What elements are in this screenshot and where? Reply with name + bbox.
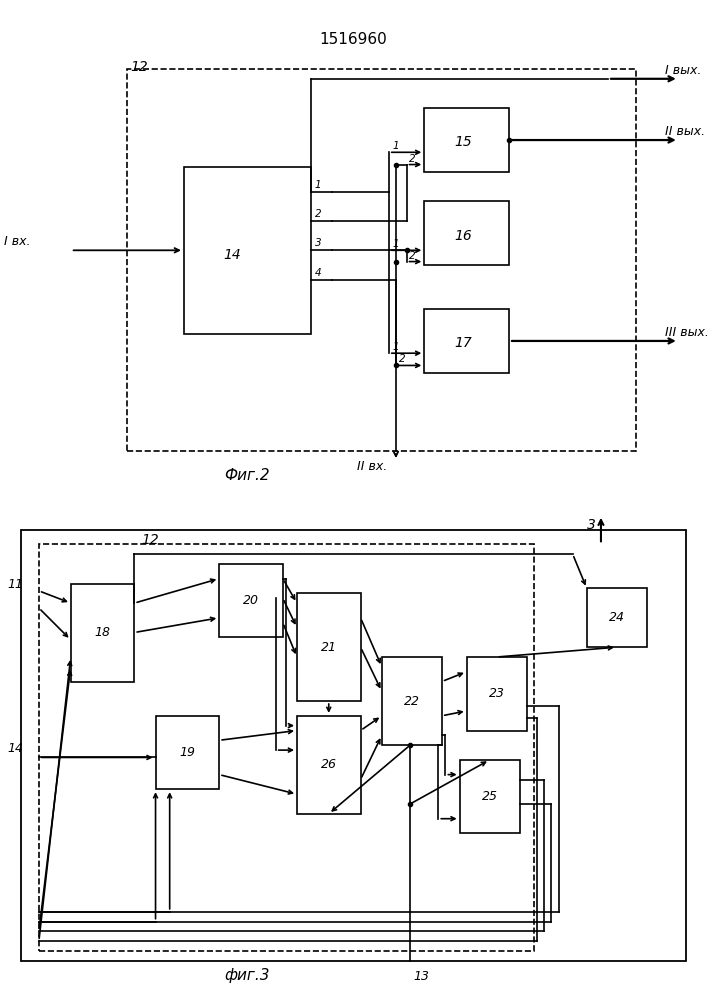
- Text: 21: 21: [321, 641, 337, 654]
- Text: 17: 17: [454, 336, 472, 350]
- Bar: [39, 544, 534, 951]
- Bar: [297, 716, 361, 814]
- Text: 2: 2: [409, 154, 416, 164]
- Text: I вх.: I вх.: [4, 235, 30, 248]
- Text: 12: 12: [141, 533, 159, 547]
- Text: 24: 24: [609, 611, 625, 624]
- Text: 18: 18: [95, 626, 110, 639]
- Bar: [297, 593, 361, 701]
- Text: 16: 16: [454, 229, 472, 243]
- Bar: [127, 69, 636, 451]
- Text: 2: 2: [315, 209, 321, 219]
- Text: 23: 23: [489, 687, 505, 700]
- Bar: [460, 760, 520, 833]
- Text: 14: 14: [223, 248, 241, 262]
- Text: 4: 4: [315, 268, 321, 278]
- Text: 1: 1: [392, 239, 399, 249]
- Text: 1: 1: [392, 141, 399, 151]
- Bar: [21, 530, 686, 961]
- Text: 20: 20: [243, 594, 259, 607]
- Bar: [184, 167, 311, 334]
- Text: 26: 26: [321, 758, 337, 771]
- Bar: [156, 716, 219, 789]
- Text: 1: 1: [315, 180, 321, 190]
- Text: 3: 3: [315, 238, 321, 248]
- Text: 1: 1: [392, 342, 399, 352]
- Text: 25: 25: [481, 790, 498, 803]
- Text: 1516960: 1516960: [320, 32, 387, 47]
- Text: 11: 11: [7, 578, 23, 591]
- Bar: [382, 657, 442, 745]
- Text: фиг.3: фиг.3: [225, 968, 270, 983]
- Bar: [467, 657, 527, 730]
- Text: 19: 19: [180, 746, 195, 759]
- Text: II вых.: II вых.: [665, 125, 705, 138]
- Bar: [71, 584, 134, 682]
- Bar: [424, 108, 509, 172]
- Bar: [424, 201, 509, 265]
- Text: 13: 13: [414, 970, 430, 983]
- Text: 2: 2: [409, 251, 416, 261]
- Bar: [424, 309, 509, 373]
- Text: 3: 3: [587, 518, 596, 532]
- Text: I вых.: I вых.: [665, 64, 701, 77]
- Bar: [219, 564, 283, 637]
- Text: 2: 2: [399, 354, 405, 364]
- Text: 12: 12: [131, 60, 148, 74]
- Bar: [587, 588, 647, 647]
- Text: 14: 14: [7, 742, 23, 755]
- Text: 22: 22: [404, 695, 420, 708]
- Text: III вых.: III вых.: [665, 326, 707, 338]
- Text: II вх.: II вх.: [357, 460, 387, 473]
- Text: Фиг.2: Фиг.2: [225, 468, 270, 483]
- Text: 15: 15: [454, 135, 472, 149]
